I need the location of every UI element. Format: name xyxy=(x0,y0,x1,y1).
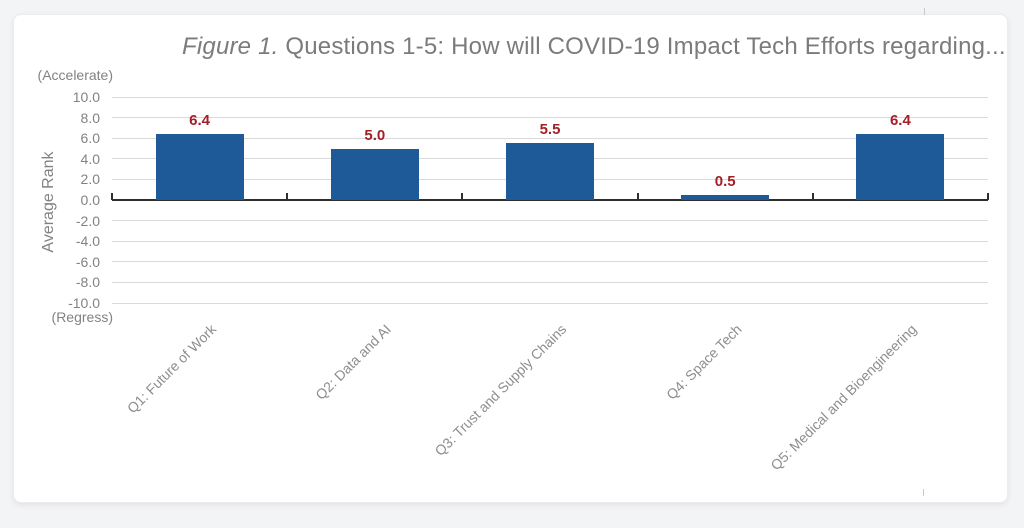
y-tick-label: 8.0 xyxy=(80,109,100,126)
y-tick-label: -6.0 xyxy=(75,253,100,270)
y-axis-caption-accelerate: (Accelerate) xyxy=(37,67,113,83)
chart-title-text: Questions 1-5: How will COVID-19 Impact … xyxy=(278,33,1006,60)
gridline xyxy=(112,117,988,119)
x-axis-line xyxy=(112,199,988,201)
x-axis-tick xyxy=(987,193,989,200)
bar-value-label: 6.4 xyxy=(189,112,211,130)
chart-title: Figure 1. Questions 1-5: How will COVID-… xyxy=(182,33,1006,61)
y-axis-caption-regress: (Regress) xyxy=(51,309,113,325)
chart-title-figure-number: Figure 1. xyxy=(182,33,279,60)
y-tick-label: -8.0 xyxy=(75,274,100,291)
bar-value-label: 5.0 xyxy=(364,126,386,144)
gridline xyxy=(112,220,988,222)
y-tick-label: 2.0 xyxy=(80,171,100,188)
ui-artifact-tick-top xyxy=(924,8,925,15)
x-axis-tick xyxy=(636,193,639,200)
bar-value-label: 5.5 xyxy=(539,121,561,139)
bar xyxy=(681,194,770,200)
gridline xyxy=(112,96,988,98)
y-tick-label: 4.0 xyxy=(80,150,100,167)
bar-value-label: 0.5 xyxy=(714,172,736,190)
bar-value-label: 6.4 xyxy=(889,112,911,130)
chart-card xyxy=(13,14,1008,503)
gridline xyxy=(112,302,988,304)
bar xyxy=(155,134,244,200)
bar xyxy=(330,148,419,200)
x-axis-tick xyxy=(811,193,814,200)
y-tick-label: 0.0 xyxy=(80,192,100,208)
gridline xyxy=(112,281,988,283)
gridline xyxy=(112,137,988,139)
bar xyxy=(506,143,594,200)
gridline xyxy=(112,240,988,242)
gridline xyxy=(112,261,988,263)
y-tick-label: -4.0 xyxy=(75,233,100,250)
bar xyxy=(856,134,945,200)
y-tick-label: 6.0 xyxy=(80,130,100,147)
x-axis-tick xyxy=(286,193,289,200)
y-tick-label: -10.0 xyxy=(68,295,100,311)
ui-artifact-tick-bottom xyxy=(923,489,924,496)
y-tick-label: -2.0 xyxy=(75,212,100,229)
y-tick-label: 10.0 xyxy=(72,89,100,105)
x-axis-tick xyxy=(111,193,113,200)
x-axis-tick xyxy=(461,193,464,200)
